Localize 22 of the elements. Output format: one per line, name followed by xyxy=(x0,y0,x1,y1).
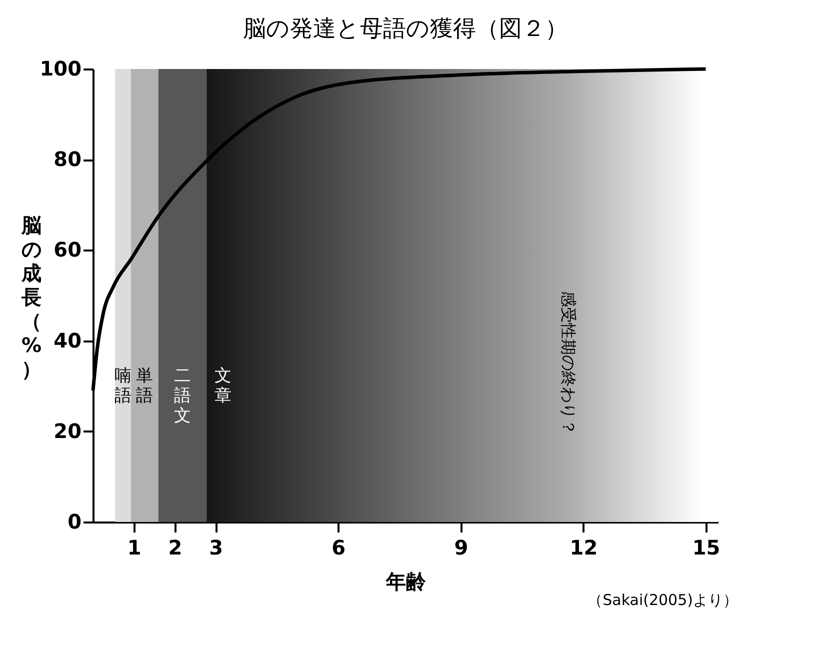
chart-title: 脳の発達と母語の獲得（図２） xyxy=(243,16,568,42)
x-tick-label: 2 xyxy=(168,536,182,560)
text: （Sakai(2005)より） xyxy=(588,591,738,609)
y-tick-label: 60 xyxy=(54,238,82,262)
x-tick-label: 9 xyxy=(454,536,468,560)
x-tick-label: 3 xyxy=(209,536,224,560)
band-label: 単語 xyxy=(136,366,154,406)
y-axis-title: 脳の成長（%） xyxy=(20,213,42,381)
band-label: 文章 xyxy=(214,366,232,406)
x-tick-label: 1 xyxy=(127,536,142,560)
x-tick-label: 6 xyxy=(332,536,346,560)
y-tick-label: 20 xyxy=(54,418,82,443)
band-label: 二語文 xyxy=(174,366,191,426)
annotation: 感受性期の終わり？ xyxy=(559,290,578,435)
x-tick-label: 15 xyxy=(692,536,720,560)
y-tick-label: 80 xyxy=(54,147,82,172)
y-tick-label: 100 xyxy=(40,56,82,80)
band-label: 喃語 xyxy=(114,366,132,406)
y-tick-label: 40 xyxy=(54,328,82,352)
x-tick-label: 12 xyxy=(570,536,598,560)
x-axis-title: 年齢 xyxy=(385,570,427,594)
y-tick-label: 0 xyxy=(68,510,82,534)
